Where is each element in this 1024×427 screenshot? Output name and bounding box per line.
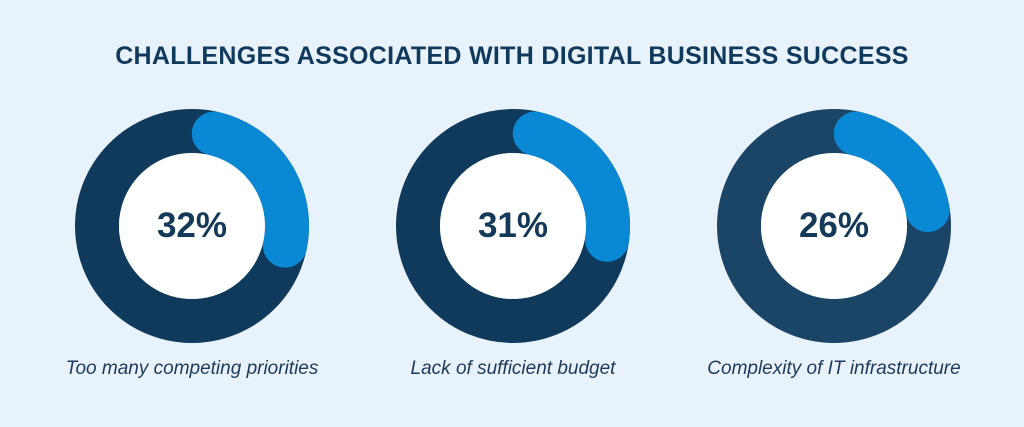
donut-inner-3 xyxy=(761,153,907,299)
donut-caption-2: Lack of sufficient budget xyxy=(410,358,616,379)
donut-inner-2 xyxy=(440,153,586,299)
donut-chart-2: 31% xyxy=(395,108,631,344)
donut-value-label-1: 32% xyxy=(156,206,228,245)
donut-caption-3: Complexity of IT infrastructure xyxy=(707,358,961,379)
donut-arc-2 xyxy=(512,111,630,262)
donut-chart-1: 32% xyxy=(74,108,310,344)
donut-chart-3: 26% xyxy=(716,108,952,344)
donut-value-label-3: 26% xyxy=(798,206,870,245)
donut-svg-1 xyxy=(75,109,309,343)
donut-inner-1 xyxy=(119,153,265,299)
chart-title: CHALLENGES ASSOCIATED WITH DIGITAL BUSIN… xyxy=(115,42,909,70)
donut-arc-3 xyxy=(833,111,950,233)
donut-svg-3 xyxy=(717,109,951,343)
donut-caption-1: Too many competing priorities xyxy=(65,358,319,379)
donut-svg-2 xyxy=(396,109,630,343)
donut-arc-1 xyxy=(191,111,309,268)
donut-value-label-2: 31% xyxy=(477,206,549,245)
